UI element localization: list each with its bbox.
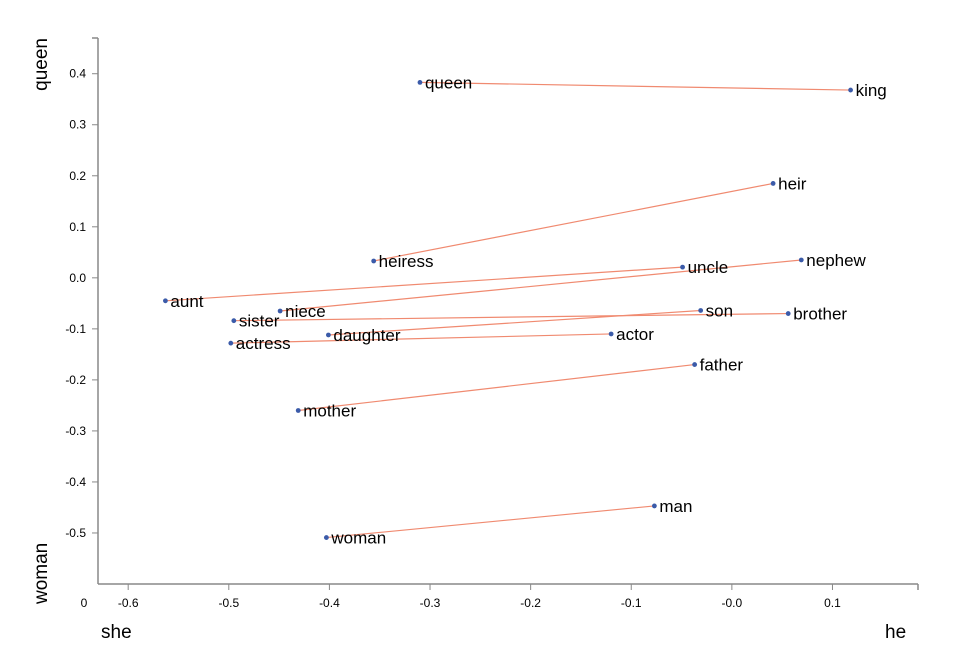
- y-tick-label: 0.4: [69, 67, 86, 81]
- point-daughter: [326, 332, 331, 338]
- x-origin-label: 0: [81, 596, 88, 610]
- point-mother: [295, 408, 301, 413]
- point-label-daughter: daughter: [333, 326, 400, 345]
- y-tick-label: -0.5: [65, 526, 86, 540]
- point-label-heir: heir: [778, 174, 807, 193]
- point-label-niece: niece: [285, 302, 326, 321]
- y-tick-label: 0.1: [69, 220, 86, 234]
- point-labels-group: queen king heir heiress uncle nephew aunt niece…: [170, 73, 886, 547]
- y-tick-label: -0.3: [65, 424, 86, 438]
- point-label-uncle: uncle: [688, 258, 729, 277]
- point-label-son: son: [706, 301, 733, 320]
- point-father: [692, 362, 698, 367]
- point-niece: [277, 308, 283, 314]
- point-label-heiress: heiress: [379, 252, 434, 271]
- point-nephew: [798, 257, 804, 263]
- point-woman: [323, 535, 329, 540]
- x-axis-left-label: she: [101, 622, 132, 643]
- pair-line-aunt-uncle: [165, 266, 683, 302]
- x-tick-label: -0.2: [520, 596, 541, 610]
- pair-line-daughter-son: [328, 309, 701, 336]
- point-label-sister: sister: [239, 312, 280, 331]
- point-label-queen: queen: [425, 73, 472, 92]
- point-label-man: man: [659, 497, 692, 516]
- pair-line-heiress-heir: [373, 182, 774, 262]
- point-label-brother: brother: [793, 305, 847, 324]
- pair-line-sister-brother: [233, 312, 789, 322]
- axes-group: 0.4 0.3 0.2 0.1 0.0 -0.1 -0.2 -0.3 -0.4 -0.5 -0.6 -…: [31, 37, 919, 643]
- point-sister: [231, 318, 237, 324]
- pair-line-niece-nephew: [280, 259, 802, 312]
- y-tick-label: 0.0: [69, 271, 86, 285]
- point-uncle: [680, 264, 685, 270]
- x-tick-label: -0.0: [722, 596, 743, 610]
- y-axis-top-label: queen: [31, 38, 52, 91]
- pair-line-actress-actor: [230, 333, 612, 344]
- point-label-woman: woman: [330, 529, 386, 548]
- x-tick-label: -0.4: [319, 596, 340, 610]
- y-tick-label: 0.2: [69, 169, 86, 183]
- point-label-nephew: nephew: [806, 251, 866, 270]
- point-label-actor: actor: [616, 325, 654, 344]
- x-tick-label: -0.6: [118, 596, 139, 610]
- x-tick-label: 0.1: [824, 596, 841, 610]
- y-tick-label: -0.2: [65, 373, 86, 387]
- y-tick-label: -0.1: [65, 322, 86, 336]
- pair-line-mother-father: [298, 363, 695, 412]
- point-label-actress: actress: [236, 334, 291, 353]
- pair-lines-group: [165, 81, 851, 539]
- points-group: [163, 79, 853, 540]
- point-label-mother: mother: [303, 402, 356, 421]
- point-son: [698, 308, 704, 313]
- point-label-aunt: aunt: [170, 292, 203, 311]
- point-queen: [417, 79, 423, 85]
- point-aunt: [163, 298, 168, 304]
- x-tick-label: -0.1: [621, 596, 642, 610]
- point-label-father: father: [700, 356, 744, 375]
- point-brother: [785, 311, 791, 316]
- x-axis-right-label: he: [885, 622, 906, 643]
- point-actor: [608, 331, 614, 337]
- y-axis-bottom-label: woman: [31, 543, 52, 605]
- pair-line-queen-king: [419, 81, 851, 91]
- x-tick-label: -0.3: [420, 596, 441, 610]
- point-heiress: [371, 258, 377, 264]
- y-tick-label: -0.4: [65, 475, 86, 489]
- y-tick-label: 0.3: [69, 118, 86, 132]
- point-actress: [228, 340, 234, 346]
- pair-line-woman-man: [326, 505, 655, 539]
- x-tick-label: -0.5: [218, 596, 239, 610]
- point-label-king: king: [856, 81, 887, 100]
- point-heir: [770, 181, 776, 186]
- point-man: [651, 503, 657, 509]
- point-king: [848, 87, 853, 93]
